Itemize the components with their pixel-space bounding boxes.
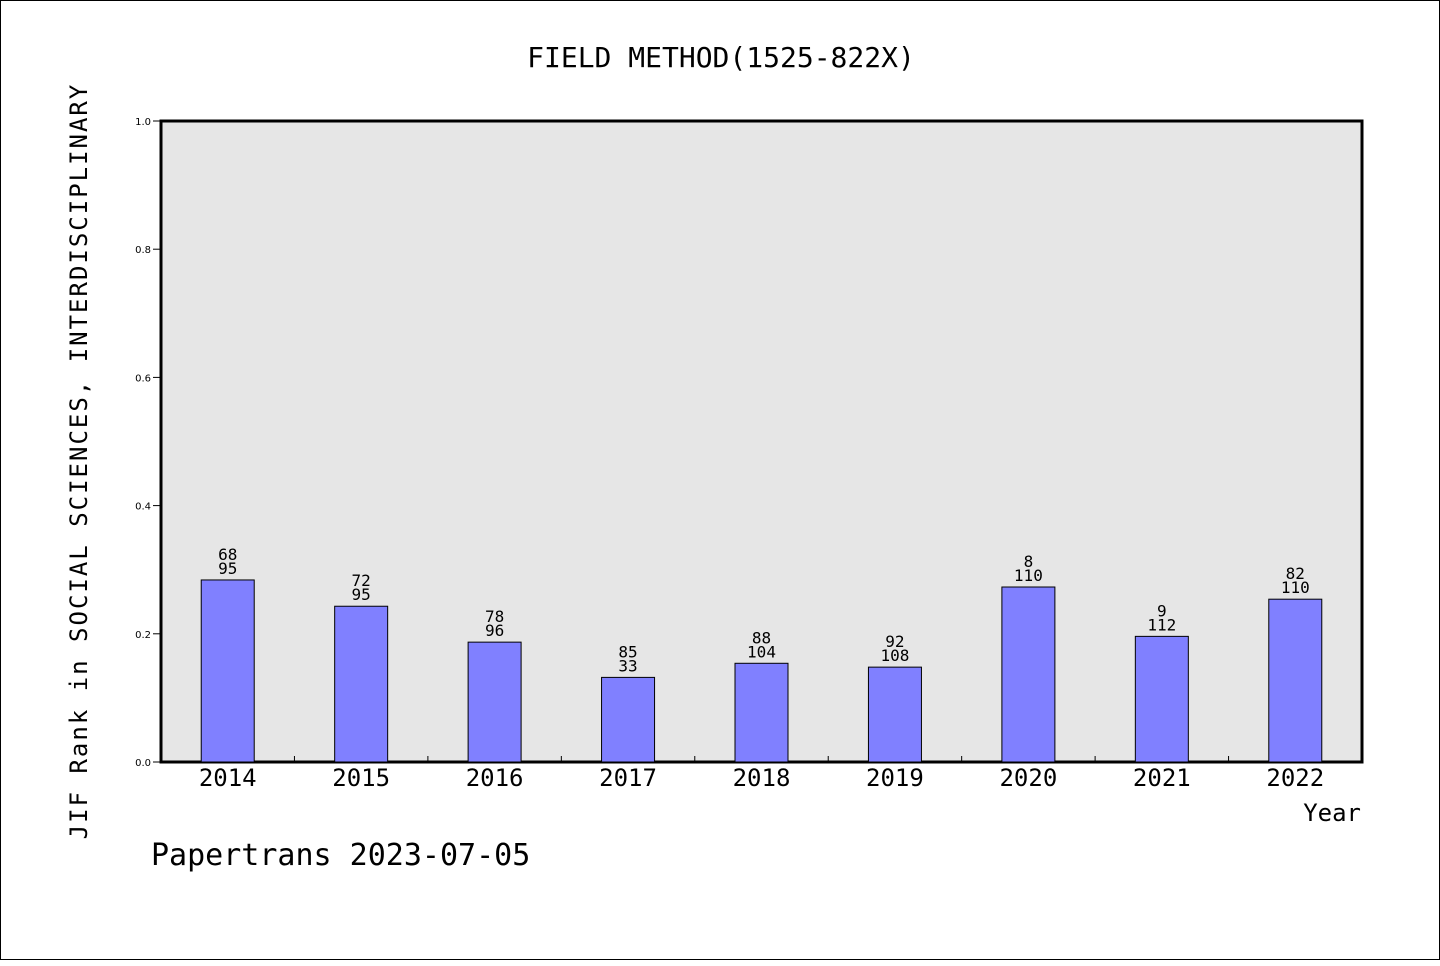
data-label-total: 96: [485, 621, 504, 640]
data-label-total: 33: [618, 656, 637, 675]
data-label-rank: 72: [352, 571, 371, 590]
y-tick-label: 0.0: [135, 758, 151, 769]
data-label-total: 110: [1014, 566, 1043, 585]
y-axis-label: JIF Rank in SOCIAL SCIENCES, INTERDISCIP…: [65, 83, 93, 840]
data-label-rank: 8: [1024, 552, 1034, 571]
data-label-rank: 78: [485, 607, 504, 626]
y-axis-ticks: 0.0 0.2 0.4 0.6 0.8 1.0: [135, 117, 161, 769]
x-tick-label: 2018: [733, 764, 791, 792]
x-tick-label: 2019: [866, 764, 924, 792]
data-label-rank: 82: [1286, 564, 1305, 583]
bar-2014: [200, 579, 255, 763]
data-label-total: 112: [1147, 615, 1176, 634]
data-label-rank: 68: [218, 545, 237, 564]
bar-2020: [1001, 586, 1056, 763]
x-axis-label: Year: [1303, 799, 1361, 827]
data-label-total: 104: [747, 642, 776, 661]
x-axis-ticks: 2014 2015 2016 2017 2018 2019 2020 2021 2022: [199, 756, 1324, 792]
x-tick-label: 2020: [999, 764, 1057, 792]
bar-2019: [867, 666, 922, 763]
bars: [200, 579, 1323, 763]
chart-title: FIELD METHOD(1525-822X): [527, 41, 915, 74]
data-label-rank: 85: [618, 642, 637, 661]
footer-note: Papertrans 2023-07-05: [151, 838, 530, 873]
data-label-total: 110: [1281, 578, 1310, 597]
data-label-rank: 9: [1157, 601, 1167, 620]
y-tick-label: 0.8: [135, 245, 151, 256]
y-tick-label: 1.0: [135, 117, 151, 128]
x-tick-label: 2017: [599, 764, 657, 792]
bar-2016: [467, 641, 522, 763]
x-tick-label: 2015: [332, 764, 390, 792]
bar-2015: [334, 605, 389, 763]
bar-2022: [1268, 598, 1323, 763]
bar-2017: [601, 676, 656, 763]
data-label-rank: 88: [752, 628, 771, 647]
bar-2021: [1134, 635, 1189, 763]
y-tick-label: 0.6: [135, 373, 151, 384]
data-label-total: 108: [880, 646, 909, 665]
x-tick-label: 2022: [1266, 764, 1324, 792]
x-tick-label: 2014: [199, 764, 257, 792]
data-label-total: 95: [218, 559, 237, 578]
x-tick-label: 2021: [1133, 764, 1191, 792]
bar-2018: [734, 662, 789, 763]
y-tick-label: 0.2: [135, 630, 151, 641]
x-tick-label: 2016: [466, 764, 524, 792]
y-tick-label: 0.4: [135, 502, 151, 513]
data-label-rank: 92: [885, 632, 904, 651]
data-label-total: 95: [352, 585, 371, 604]
